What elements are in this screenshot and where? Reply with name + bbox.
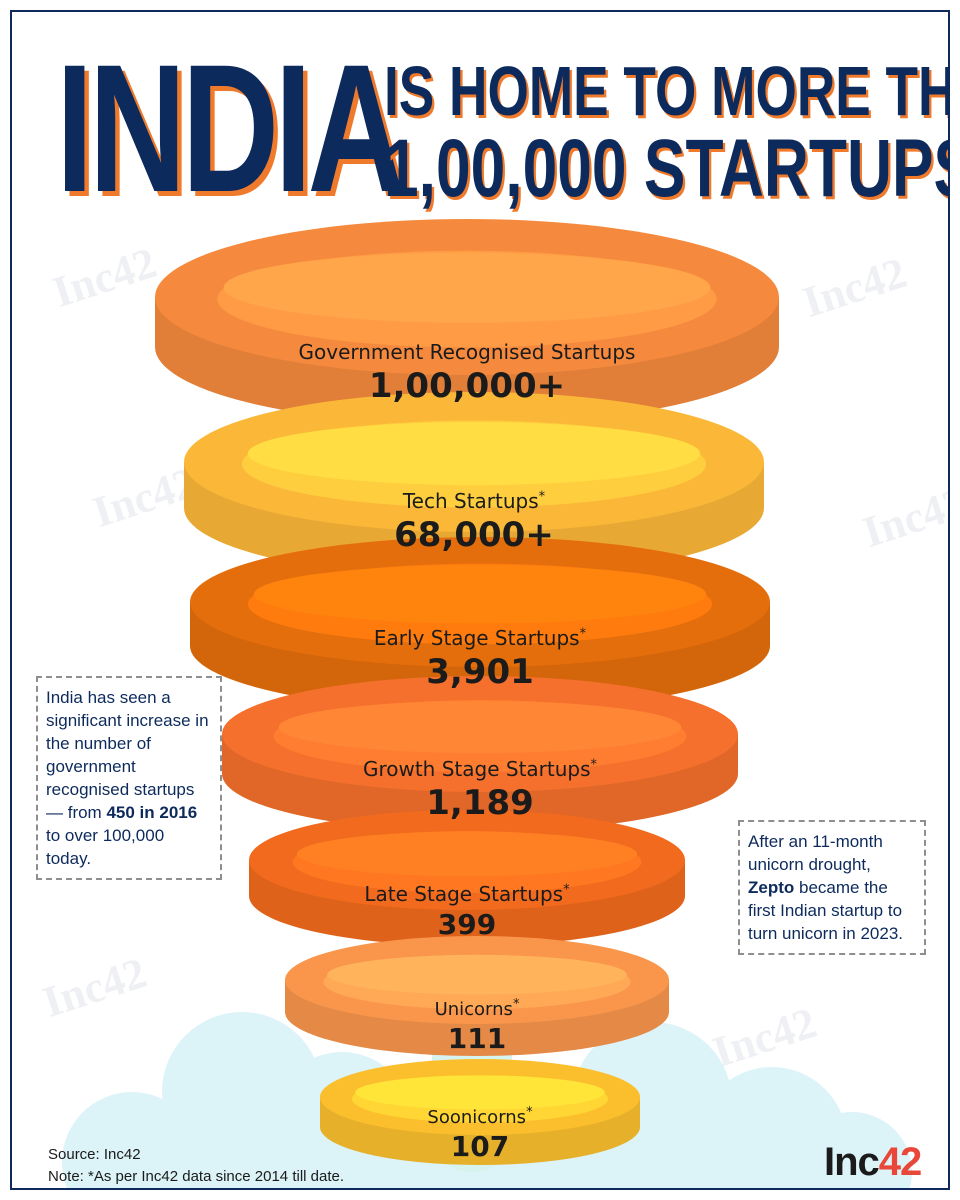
tier-label: Growth Stage Startups* — [180, 757, 780, 781]
tier-5: Late Stage Startups* 399 — [167, 882, 767, 941]
ring-inner-shade — [355, 1075, 605, 1110]
ring-inner-shade — [223, 252, 711, 323]
tier-value: 111 — [447, 1022, 507, 1055]
note-text: Note: *As per Inc42 data since 2014 till… — [48, 1168, 345, 1185]
tier-footnote-marker: * — [579, 626, 587, 642]
tier-label-text: Late Stage Startups — [364, 882, 564, 906]
right-note-text-a: After an 11-month unicorn drought, — [748, 832, 883, 874]
tier-3: Early Stage Startups* 3,901 — [180, 626, 780, 692]
tier-label-text: Early Stage Startups — [373, 626, 580, 650]
tier-label-text: Soonicorns — [427, 1107, 527, 1128]
tier-value: 107 — [450, 1130, 510, 1163]
right-note-box: After an 11-month unicorn drought, Zepto… — [738, 820, 926, 955]
tier-6: Unicorns* 111 — [177, 997, 777, 1055]
tier-footnote-marker: * — [590, 757, 598, 773]
tier-footnote-marker: * — [538, 489, 546, 505]
tier-label-text: Unicorns — [434, 999, 513, 1020]
tier-value: 68,000+ — [394, 515, 554, 555]
funnel-ring-7 — [320, 1059, 640, 1165]
title-india: INDIA — [56, 26, 405, 230]
tier-label: Soonicorns* — [180, 1105, 780, 1128]
title-line-2: 1,00,000 STARTUPS — [384, 123, 950, 214]
tier-value: 3,901 — [426, 652, 534, 692]
ring-inner-shade — [253, 564, 707, 624]
tier-value: 1,00,000+ — [368, 366, 566, 406]
source-text: Source: Inc42 — [48, 1146, 141, 1163]
tier-label: Government Recognised Startups — [167, 340, 767, 364]
right-note-highlight: Zepto — [748, 878, 795, 897]
funnel-ring-3 — [190, 537, 770, 711]
tier-label: Tech Startups* — [174, 489, 774, 513]
right-note-text-b: became the first Indian startup to turn … — [748, 878, 903, 943]
ring-inner-shade — [327, 954, 627, 995]
inc42-logo: Inc42 — [824, 1140, 922, 1185]
left-note-text-a: India has seen a significant increase in… — [46, 688, 209, 822]
tier-label: Unicorns* — [177, 997, 777, 1020]
funnel-ring-5 — [249, 810, 685, 946]
funnel-rings — [155, 219, 779, 1165]
ring-inner-shade — [278, 700, 682, 754]
tier-value: 1,189 — [426, 783, 534, 823]
tier-label-text: Growth Stage Startups — [362, 757, 591, 781]
infographic-frame: Inc42 Inc42 Inc42 Inc42 Inc42 Inc42 INDI… — [10, 10, 950, 1190]
tier-4: Growth Stage Startups* 1,189 — [180, 757, 780, 823]
footer-source: Source: Inc42 Note: *As per Inc42 data s… — [48, 1144, 344, 1188]
logo-number: 42 — [878, 1140, 922, 1184]
tier-label-text: Tech Startups — [402, 489, 539, 513]
ring-inner-shade — [247, 422, 701, 486]
tier-footnote-marker: * — [512, 997, 520, 1012]
title-subtitle: IS HOME TO MORE THAN 1,00,000 STARTUPS — [384, 52, 950, 214]
tier-label: Late Stage Startups* — [167, 882, 767, 906]
left-note-text-b: to over 100,000 today. — [46, 826, 165, 868]
funnel-illustration — [62, 219, 912, 1188]
tier-value: 399 — [437, 908, 497, 941]
tier-1: Government Recognised Startups 1,00,000+ — [167, 340, 767, 406]
tier-footnote-marker: * — [526, 1105, 533, 1120]
logo-word: Inc — [824, 1140, 880, 1184]
funnel-ring-4 — [222, 676, 738, 832]
tier-label: Early Stage Startups* — [180, 626, 780, 650]
tier-7: Soonicorns* 107 — [180, 1105, 780, 1163]
funnel-ring-6 — [285, 936, 669, 1056]
tier-footnote-marker: * — [563, 882, 570, 898]
funnel-ring-1 — [155, 219, 779, 425]
left-note-highlight: 450 in 2016 — [106, 803, 198, 822]
left-note-box: India has seen a significant increase in… — [36, 676, 222, 880]
tier-2: Tech Startups* 68,000+ — [174, 489, 774, 555]
title-line-1: IS HOME TO MORE THAN — [384, 52, 950, 130]
tier-label-text: Government Recognised Startups — [298, 340, 636, 364]
ring-inner-shade — [296, 831, 638, 877]
